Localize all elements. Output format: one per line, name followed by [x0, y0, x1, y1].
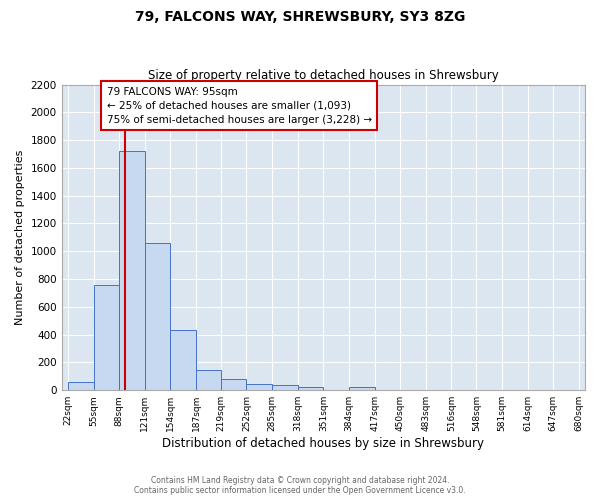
Bar	[145, 243, 170, 390]
Bar	[272, 386, 298, 390]
Bar	[170, 330, 196, 390]
Title: Size of property relative to detached houses in Shrewsbury: Size of property relative to detached ho…	[148, 69, 499, 82]
X-axis label: Distribution of detached houses by size in Shrewsbury: Distribution of detached houses by size …	[163, 437, 484, 450]
Text: Contains HM Land Registry data © Crown copyright and database right 2024.
Contai: Contains HM Land Registry data © Crown c…	[134, 476, 466, 495]
Text: 79 FALCONS WAY: 95sqm
← 25% of detached houses are smaller (1,093)
75% of semi-d: 79 FALCONS WAY: 95sqm ← 25% of detached …	[107, 86, 372, 124]
Bar	[349, 388, 374, 390]
Bar	[68, 382, 94, 390]
Bar	[247, 384, 272, 390]
Bar	[94, 284, 119, 390]
Bar	[221, 379, 247, 390]
Text: 79, FALCONS WAY, SHREWSBURY, SY3 8ZG: 79, FALCONS WAY, SHREWSBURY, SY3 8ZG	[135, 10, 465, 24]
Y-axis label: Number of detached properties: Number of detached properties	[15, 150, 25, 325]
Bar	[298, 388, 323, 390]
Bar	[119, 151, 145, 390]
Bar	[196, 370, 221, 390]
